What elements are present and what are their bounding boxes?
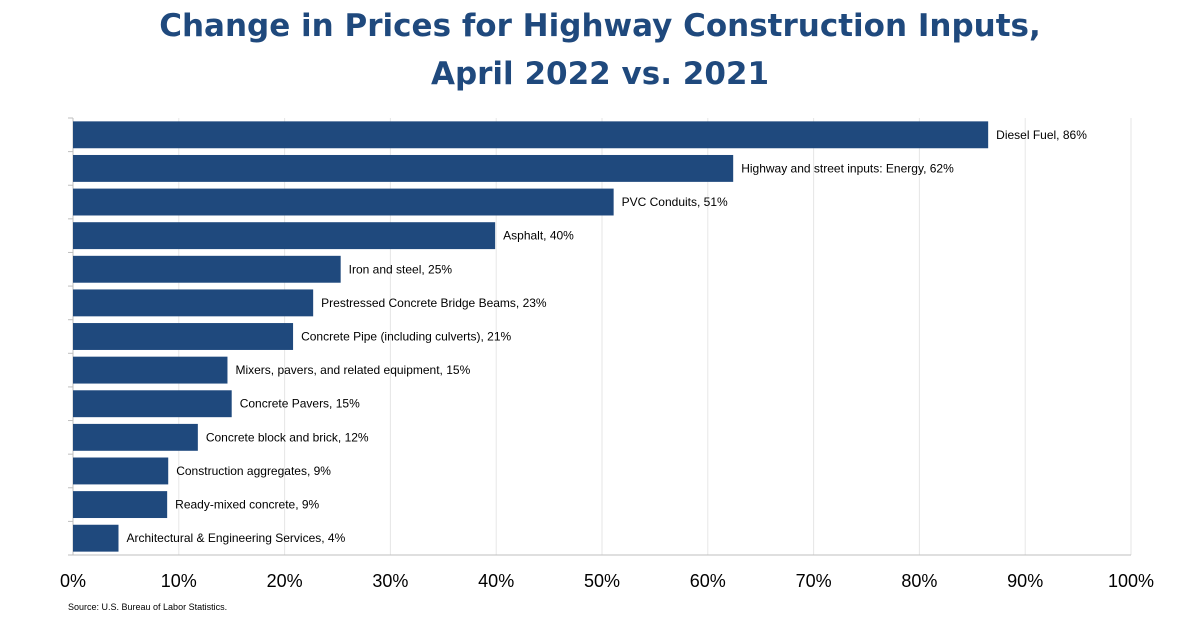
bar xyxy=(73,390,232,418)
bar xyxy=(73,457,169,485)
bar-data-label: Diesel Fuel, 86% xyxy=(996,128,1087,142)
bar-data-label: Concrete block and brick, 12% xyxy=(206,430,369,444)
bar xyxy=(73,491,168,519)
bar xyxy=(73,154,734,182)
bar-data-label: Architectural & Engineering Services, 4% xyxy=(126,531,345,545)
bar-data-label: Ready-mixed concrete, 9% xyxy=(175,498,319,512)
bar xyxy=(73,423,198,451)
bar xyxy=(73,524,119,552)
bar xyxy=(73,323,294,350)
bar xyxy=(73,222,496,250)
x-tick-label: 90% xyxy=(1007,571,1043,591)
bar xyxy=(73,356,228,384)
x-tick-label: 50% xyxy=(584,571,620,591)
x-tick-label: 70% xyxy=(796,571,832,591)
x-tick-label: 80% xyxy=(901,571,937,591)
x-tick-label: 40% xyxy=(478,571,514,591)
chart-title-line-1: Change in Prices for Highway Constructio… xyxy=(159,8,1041,44)
bar-data-label: Concrete Pavers, 15% xyxy=(240,397,360,411)
source-note: Source: U.S. Bureau of Labor Statistics. xyxy=(68,602,228,612)
bar-data-label: PVC Conduits, 51% xyxy=(622,195,728,209)
bar-data-label: Prestressed Concrete Bridge Beams, 23% xyxy=(321,296,547,310)
bar-data-label: Highway and street inputs: Energy, 62% xyxy=(741,161,954,175)
bar-data-label: Mixers, pavers, and related equipment, 1… xyxy=(235,363,470,377)
x-tick-label: 20% xyxy=(267,571,303,591)
x-tick-label: 0% xyxy=(60,571,86,591)
x-tick-label: 100% xyxy=(1108,571,1154,591)
bar xyxy=(73,289,314,317)
bar-data-label: Asphalt, 40% xyxy=(503,229,574,243)
chart-title-line-2: April 2022 vs. 2021 xyxy=(430,56,770,92)
bar-data-label: Construction aggregates, 9% xyxy=(176,464,331,478)
bar xyxy=(73,255,341,283)
bar xyxy=(73,121,989,149)
x-tick-label: 10% xyxy=(161,571,197,591)
bar-data-label: Concrete Pipe (including culverts), 21% xyxy=(301,330,511,344)
bar xyxy=(73,188,614,216)
x-tick-label: 30% xyxy=(372,571,408,591)
bar-data-label: Iron and steel, 25% xyxy=(349,262,453,276)
x-tick-label: 60% xyxy=(690,571,726,591)
